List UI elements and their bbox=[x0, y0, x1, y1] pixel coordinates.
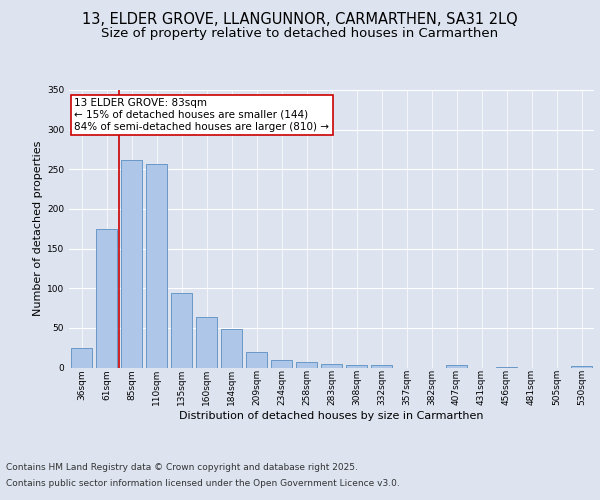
Bar bbox=[96, 229, 117, 368]
Bar bbox=[321, 364, 342, 368]
Bar bbox=[171, 293, 192, 368]
Bar bbox=[496, 366, 517, 368]
Bar bbox=[271, 360, 292, 368]
Bar bbox=[196, 317, 217, 368]
Text: Contains public sector information licensed under the Open Government Licence v3: Contains public sector information licen… bbox=[6, 478, 400, 488]
Bar bbox=[346, 365, 367, 368]
Text: 13 ELDER GROVE: 83sqm
← 15% of detached houses are smaller (144)
84% of semi-det: 13 ELDER GROVE: 83sqm ← 15% of detached … bbox=[74, 98, 329, 132]
Text: Size of property relative to detached houses in Carmarthen: Size of property relative to detached ho… bbox=[101, 28, 499, 40]
Text: 13, ELDER GROVE, LLANGUNNOR, CARMARTHEN, SA31 2LQ: 13, ELDER GROVE, LLANGUNNOR, CARMARTHEN,… bbox=[82, 12, 518, 28]
Bar bbox=[146, 164, 167, 368]
Bar bbox=[446, 365, 467, 368]
Bar bbox=[71, 348, 92, 368]
Bar bbox=[121, 160, 142, 368]
X-axis label: Distribution of detached houses by size in Carmarthen: Distribution of detached houses by size … bbox=[179, 411, 484, 421]
Bar bbox=[571, 366, 592, 368]
Bar bbox=[246, 352, 267, 368]
Bar bbox=[296, 362, 317, 368]
Bar bbox=[221, 330, 242, 368]
Y-axis label: Number of detached properties: Number of detached properties bbox=[33, 141, 43, 316]
Bar bbox=[371, 365, 392, 368]
Text: Contains HM Land Registry data © Crown copyright and database right 2025.: Contains HM Land Registry data © Crown c… bbox=[6, 464, 358, 472]
